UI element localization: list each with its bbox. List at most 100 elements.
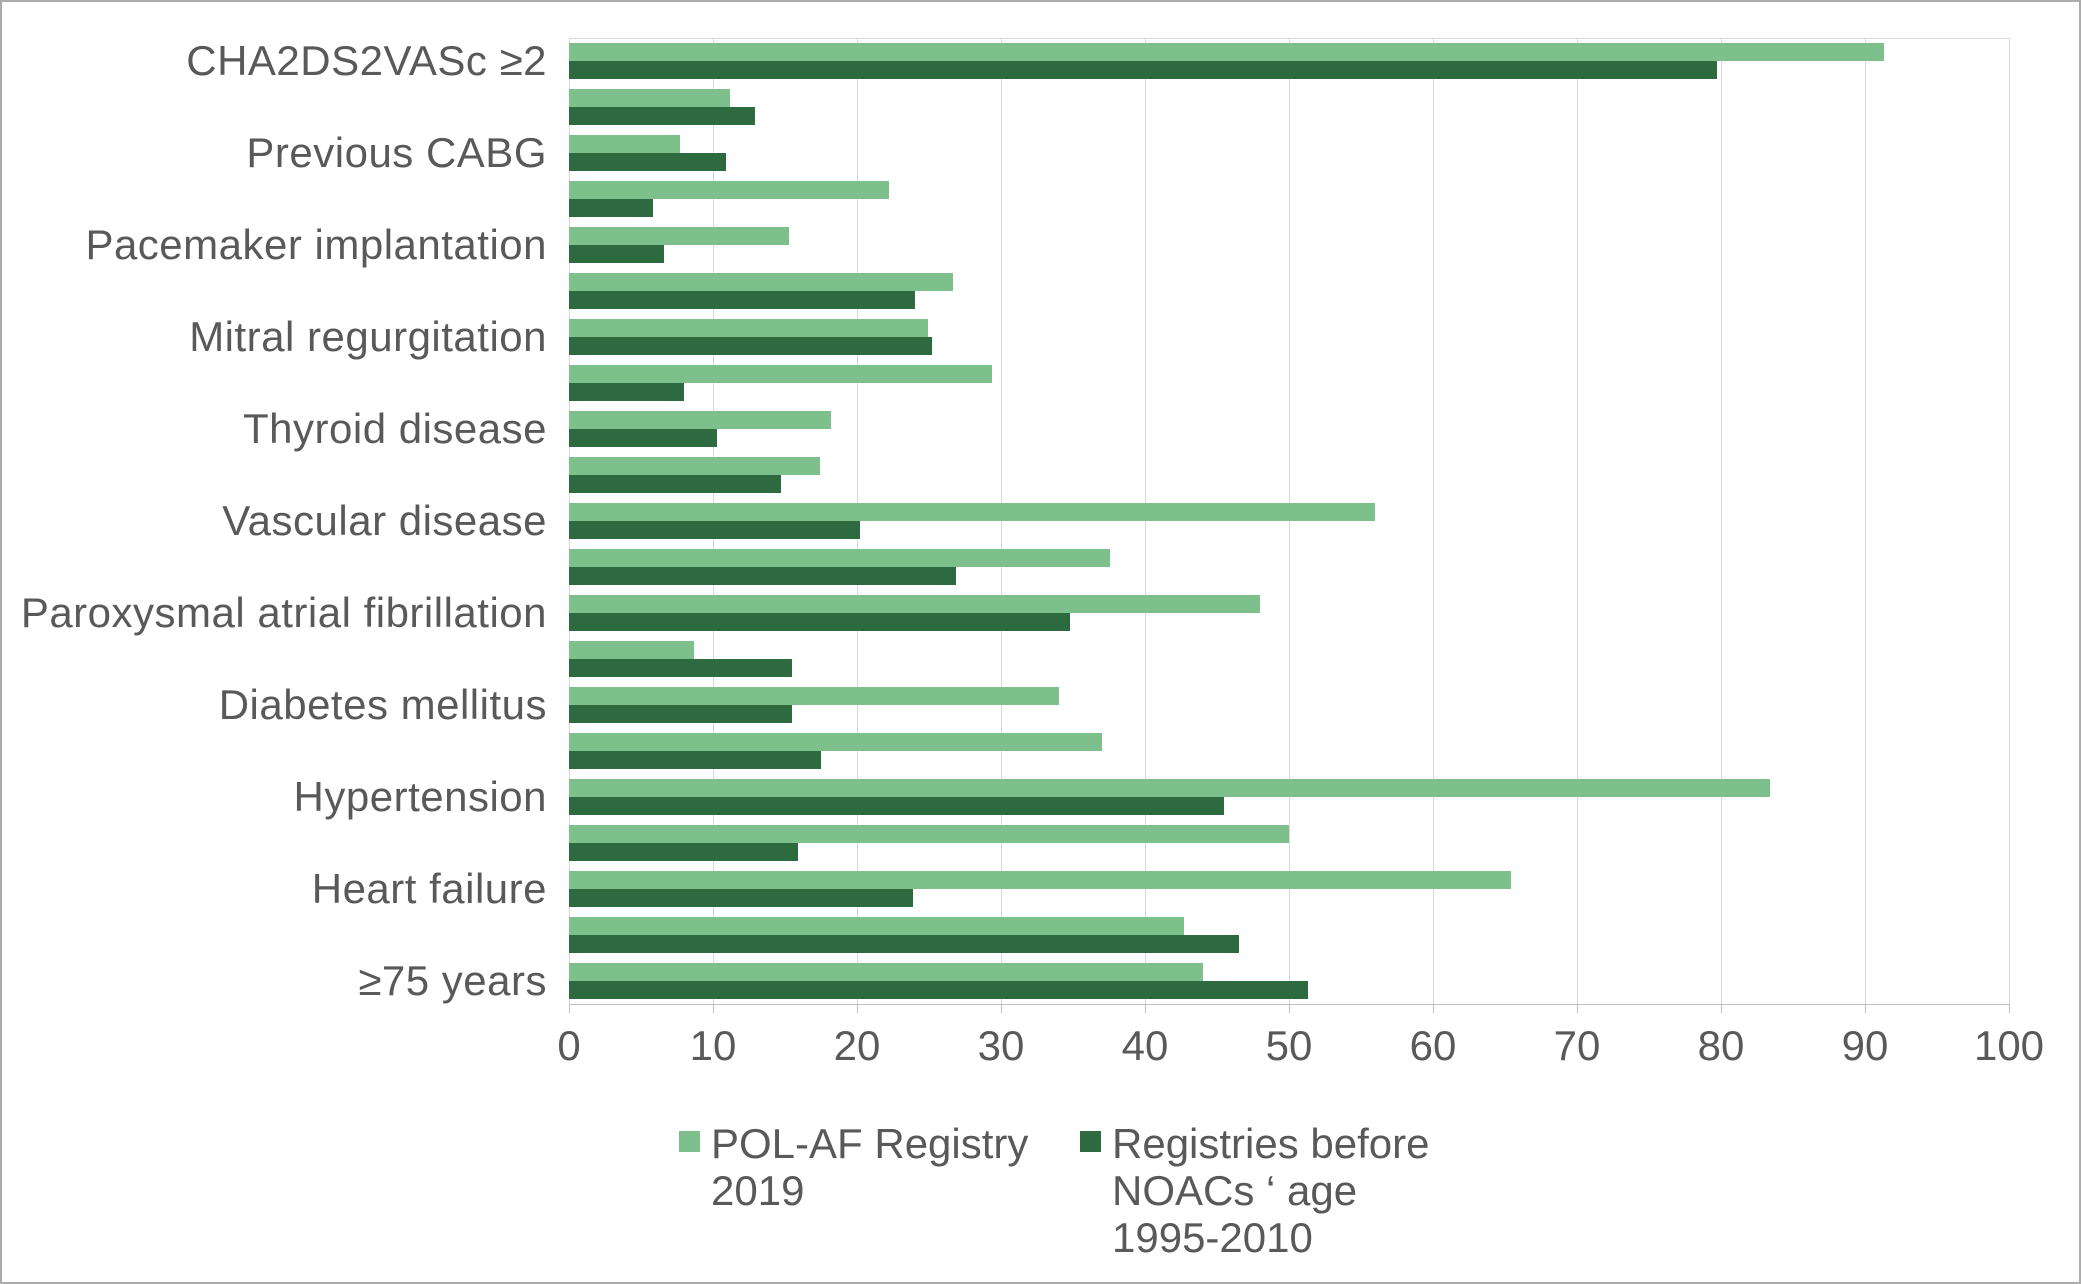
category-row-15: [569, 728, 2009, 774]
category-label: Diabetes mellitus: [218, 681, 547, 728]
x-tick-label-20: 20: [833, 1022, 881, 1069]
x-tick-mark-20: [857, 1004, 858, 1013]
x-tick-label-70: 70: [1553, 1022, 1601, 1069]
category-label: Paroxysmal atrial fibrillation: [20, 589, 547, 636]
bar-pol-af: [569, 871, 1511, 889]
bar-pol-af: [569, 273, 954, 291]
category-row-1: [569, 84, 2009, 130]
bar-pol-af: [569, 319, 928, 337]
bar-pol-af: [569, 779, 1770, 797]
category-row-19: [569, 912, 2009, 958]
bar-before-noacs: [569, 429, 718, 447]
legend-item-1: Registries before NOACs ‘ age 1995-2010: [1080, 1120, 1429, 1261]
category-label: Vascular disease: [222, 497, 547, 544]
bar-pol-af: [569, 917, 1184, 935]
bar-before-noacs: [569, 61, 1717, 79]
bar-before-noacs: [569, 567, 957, 585]
bar-pol-af: [569, 595, 1261, 613]
gridline-x-50: [1289, 38, 1290, 1004]
plot-area: 0 10 20 30 40 50 60 70 80 90 100 CHA2DS2VASc ≥2 Prev…: [21, 37, 2044, 1069]
x-tick-label-10: 10: [689, 1022, 737, 1069]
category-label: Pacemaker implantation: [85, 221, 547, 268]
gridline-x-60: [1433, 38, 1434, 1004]
category-label: Mitral regurgitation: [189, 313, 547, 360]
bar-pol-af: [569, 457, 820, 475]
x-tick-mark-90: [1865, 1004, 1866, 1013]
category-row-5: [569, 268, 2009, 314]
category-label: ≥75 years: [358, 957, 547, 1004]
bar-pol-af: [569, 365, 993, 383]
x-tick-mark-70: [1577, 1004, 1578, 1013]
category-row-10: Vascular disease: [222, 497, 2009, 544]
legend-label: POL-AF Registry 2019: [711, 1120, 1029, 1214]
x-tick-label-0: 0: [557, 1022, 581, 1069]
bar-before-noacs: [569, 935, 1239, 953]
category-label: CHA2DS2VASc ≥2: [186, 37, 547, 84]
x-tick-label-30: 30: [977, 1022, 1025, 1069]
x-tick-label-40: 40: [1121, 1022, 1169, 1069]
gridline-x-40: [1145, 38, 1146, 1004]
category-row-4: Pacemaker implantation: [85, 221, 2009, 268]
bar-before-noacs: [569, 705, 793, 723]
category-row-18: Heart failure: [312, 865, 2009, 912]
category-row-20: ≥75 years: [358, 957, 2009, 1004]
category-row-17: [569, 820, 2009, 866]
gridline-x-30: [1001, 38, 1002, 1004]
category-row-3: [569, 176, 2009, 222]
x-tick-mark-100: [2009, 1004, 2010, 1013]
bar-pol-af: [569, 687, 1059, 705]
category-row-8: Thyroid disease: [243, 405, 2009, 452]
bar-before-noacs: [569, 751, 821, 769]
bar-pol-af: [569, 733, 1102, 751]
bar-before-noacs: [569, 291, 915, 309]
x-tick-label-50: 50: [1265, 1022, 1313, 1069]
bar-before-noacs: [569, 659, 793, 677]
category-row-2: Previous CABG: [246, 129, 2009, 176]
bar-before-noacs: [569, 981, 1308, 999]
bar-pol-af: [569, 135, 680, 153]
bar-before-noacs: [569, 107, 755, 125]
bar-pol-af: [569, 181, 889, 199]
bar-pol-af: [569, 963, 1203, 981]
legend-swatch-pol-af: [679, 1131, 700, 1152]
bar-before-noacs: [569, 889, 914, 907]
x-tick-mark-30: [1001, 1004, 1002, 1013]
bar-before-noacs: [569, 199, 653, 217]
gridline-x-70: [1577, 38, 1578, 1004]
category-row-7: [569, 360, 2009, 406]
bar-before-noacs: [569, 383, 685, 401]
bar-pol-af: [569, 89, 731, 107]
category-row-11: [569, 544, 2009, 590]
legend-swatch-before-noacs: [1080, 1131, 1101, 1152]
bar-pol-af: [569, 825, 1289, 843]
bar-before-noacs: [569, 245, 665, 263]
bar-pol-af: [569, 641, 695, 659]
bar-pol-af: [569, 549, 1111, 567]
category-label: Heart failure: [311, 865, 547, 912]
category-row-16: Hypertension: [294, 773, 2009, 820]
bar-before-noacs: [569, 613, 1071, 631]
category-label: Previous CABG: [246, 129, 547, 176]
x-tick-label-100: 100: [1973, 1022, 2045, 1069]
x-tick-mark-40: [1145, 1004, 1146, 1013]
x-tick-mark-50: [1289, 1004, 1290, 1013]
legend-item-0: POL-AF Registry 2019: [679, 1120, 1028, 1214]
bar-pol-af: [569, 227, 790, 245]
x-tick-mark-10: [713, 1004, 714, 1013]
bar-before-noacs: [569, 521, 860, 539]
category-row-13: [569, 636, 2009, 682]
category-label: Hypertension: [293, 773, 547, 820]
bar-pol-af: [569, 43, 1884, 61]
x-tick-label-90: 90: [1841, 1022, 1889, 1069]
category-label: Thyroid disease: [243, 405, 547, 452]
bar-before-noacs: [569, 337, 932, 355]
bar-pol-af: [569, 503, 1376, 521]
gridline-x-90: [1865, 38, 1866, 1004]
gridline-x-100: [2009, 38, 2010, 1004]
x-tick-mark-80: [1721, 1004, 1722, 1013]
x-tick-label-80: 80: [1697, 1022, 1745, 1069]
x-tick-mark-0: [569, 1004, 570, 1013]
legend-label: Registries before NOACs ‘ age 1995-2010: [1112, 1120, 1430, 1261]
bar-before-noacs: [569, 153, 726, 171]
